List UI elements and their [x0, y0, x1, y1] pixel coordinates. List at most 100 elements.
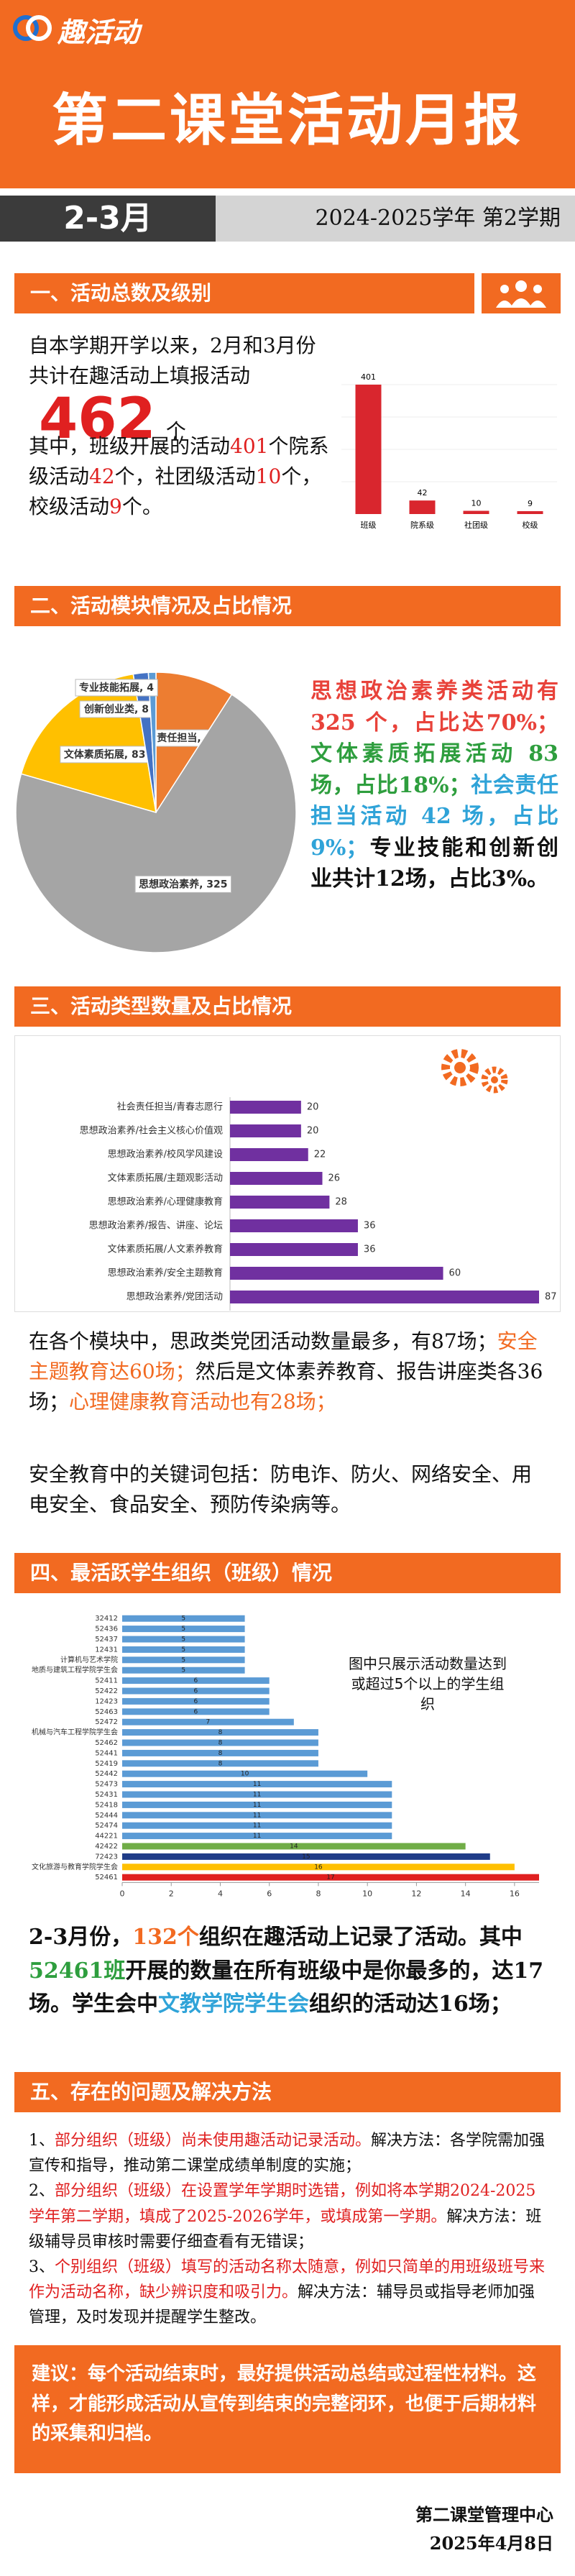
- text-run: 42: [89, 464, 115, 488]
- category-label: 32412: [95, 1615, 118, 1623]
- x-tick-label: 14: [461, 1889, 471, 1898]
- pie-slice: [147, 671, 157, 813]
- section-heading: 五、存在的问题及解决方法: [14, 2072, 561, 2112]
- bar: [230, 1291, 539, 1303]
- bar: [122, 1615, 245, 1622]
- text-run: 组织的活动达16场；: [309, 1991, 512, 2017]
- category-label: 52444: [95, 1812, 118, 1820]
- text-run: 9: [109, 495, 122, 518]
- value-label: 5: [181, 1615, 185, 1623]
- text-run: 个。: [121, 495, 162, 518]
- value-label: 14: [290, 1843, 298, 1851]
- value-label: 7: [206, 1719, 211, 1726]
- bar: [122, 1864, 515, 1871]
- x-tick-label: 2: [169, 1889, 174, 1898]
- value-label: 36: [364, 1221, 376, 1232]
- category-label: 52461: [95, 1874, 118, 1881]
- text-run: 个，社团级活动: [114, 464, 256, 488]
- text-run: 个，校级活动: [29, 464, 322, 518]
- category-label: 思想政治素养/校风学风建设: [108, 1149, 223, 1160]
- value-label: 11: [253, 1781, 261, 1788]
- value-label: 5: [181, 1636, 185, 1644]
- category-label: 52411: [95, 1677, 118, 1685]
- title: 第二课堂活动月报: [51, 88, 523, 153]
- value-label: 17: [326, 1874, 334, 1881]
- gear-icon: [441, 1049, 479, 1086]
- suggestion: 建议：每个活动结束时，最好提供活动总结或过程性材料。这样，才能形成活动从宣传到结…: [32, 2363, 537, 2445]
- value-label: 6: [193, 1688, 198, 1695]
- people-icon: [482, 273, 561, 313]
- category-label: 52441: [95, 1749, 118, 1757]
- bar: [230, 1148, 308, 1161]
- bar: [230, 1172, 323, 1185]
- footer-org: 第二课堂管理中心: [415, 2504, 553, 2525]
- value-label: 5: [181, 1656, 185, 1664]
- category-label: 校级: [523, 520, 538, 530]
- value-label: 20: [307, 1102, 319, 1113]
- category-label: 思想政治素养/心理健康教育: [108, 1196, 223, 1208]
- text-run: 2、: [29, 2182, 55, 2201]
- category-label: 机械与汽车工程学院学生会: [32, 1728, 118, 1737]
- value-label: 6: [193, 1677, 198, 1685]
- category-label: 52474: [95, 1822, 118, 1830]
- value-label: 10: [472, 499, 482, 508]
- text-run: 文教学院学生会: [158, 1991, 309, 2017]
- x-tick-label: 6: [267, 1889, 272, 1898]
- category-label: 社团级: [464, 520, 488, 530]
- category-label: 52463: [95, 1708, 118, 1716]
- text-run: 其中，班级开展的活动: [29, 434, 231, 458]
- bar: [122, 1729, 318, 1736]
- bar: [122, 1656, 245, 1664]
- section-heading: 二、活动模块情况及占比情况: [14, 586, 561, 626]
- x-tick-label: 0: [120, 1889, 125, 1898]
- bar: [230, 1101, 301, 1114]
- text-run: 401: [230, 434, 269, 458]
- category-label: 社会责任担当/青春志愿行: [117, 1101, 223, 1113]
- category-label: 思想政治素养/党团活动: [126, 1291, 223, 1303]
- text-run: 在各个模块中，思政类党团活动数量最多，有87场；: [29, 1329, 497, 1353]
- x-tick-label: 10: [362, 1889, 372, 1898]
- logo-text: 趣活动: [58, 17, 140, 48]
- x-tick-label: 12: [411, 1889, 421, 1898]
- bar: [122, 1874, 539, 1881]
- x-tick-label: 4: [218, 1889, 223, 1898]
- category-label: 52418: [95, 1801, 118, 1809]
- section-heading: 一、活动总数及级别: [14, 273, 474, 313]
- category-label: 52442: [95, 1770, 118, 1778]
- gear-icon: [481, 1066, 508, 1094]
- x-tick-label: 8: [316, 1889, 321, 1898]
- bar: [122, 1801, 392, 1808]
- logo-icon: [13, 15, 52, 41]
- value-label: 8: [218, 1760, 223, 1767]
- bar: [122, 1718, 294, 1725]
- chart-note: 图中只展示活动数量达到或超过5个以上的学生组织: [345, 1654, 510, 1714]
- icon-head: [533, 285, 542, 293]
- module-paragraph: 思想政治素养类活动有 325 个，占比达70%； 文体素质拓展活动 83 场，占比…: [310, 676, 558, 895]
- value-label: 401: [361, 372, 376, 382]
- bar: [122, 1833, 392, 1840]
- logo-ring: [13, 15, 39, 41]
- bar: [122, 1687, 270, 1695]
- text-run: 开展的数量在所有班级中是你最多的，达17场。学生会中: [29, 1958, 544, 2017]
- x-tick-label: 16: [510, 1889, 520, 1898]
- category-label: 地质与建筑工程学院学生会: [32, 1665, 118, 1674]
- text-run: 专业技能和创新创业共计12场，占比3%。: [310, 835, 558, 892]
- value-label: 8: [218, 1740, 223, 1747]
- value-label: 20: [307, 1126, 319, 1137]
- gear-icon: [454, 1062, 466, 1073]
- keyword-paragraph: 安全教育中的关键词包括：防电诈、防火、网络安全、用电安全、食品安全、预防传染病等…: [29, 1462, 533, 1516]
- text-run: 部分组织（班级）尚未使用趣活动记录活动。: [55, 2132, 372, 2150]
- category-label: 12431: [95, 1646, 118, 1654]
- bar: [122, 1781, 392, 1788]
- value-label: 11: [253, 1812, 261, 1819]
- value-label: 11: [253, 1823, 261, 1830]
- bar: [122, 1843, 466, 1850]
- category-label: 72423: [95, 1853, 118, 1861]
- text-run: 社会责任担当活动 42 场，占比9%；: [310, 772, 558, 861]
- icon-body: [496, 298, 546, 308]
- value-label: 15: [302, 1853, 310, 1861]
- bar: [122, 1739, 318, 1746]
- gear-icon: [491, 1076, 498, 1083]
- total-number: 462: [39, 387, 156, 452]
